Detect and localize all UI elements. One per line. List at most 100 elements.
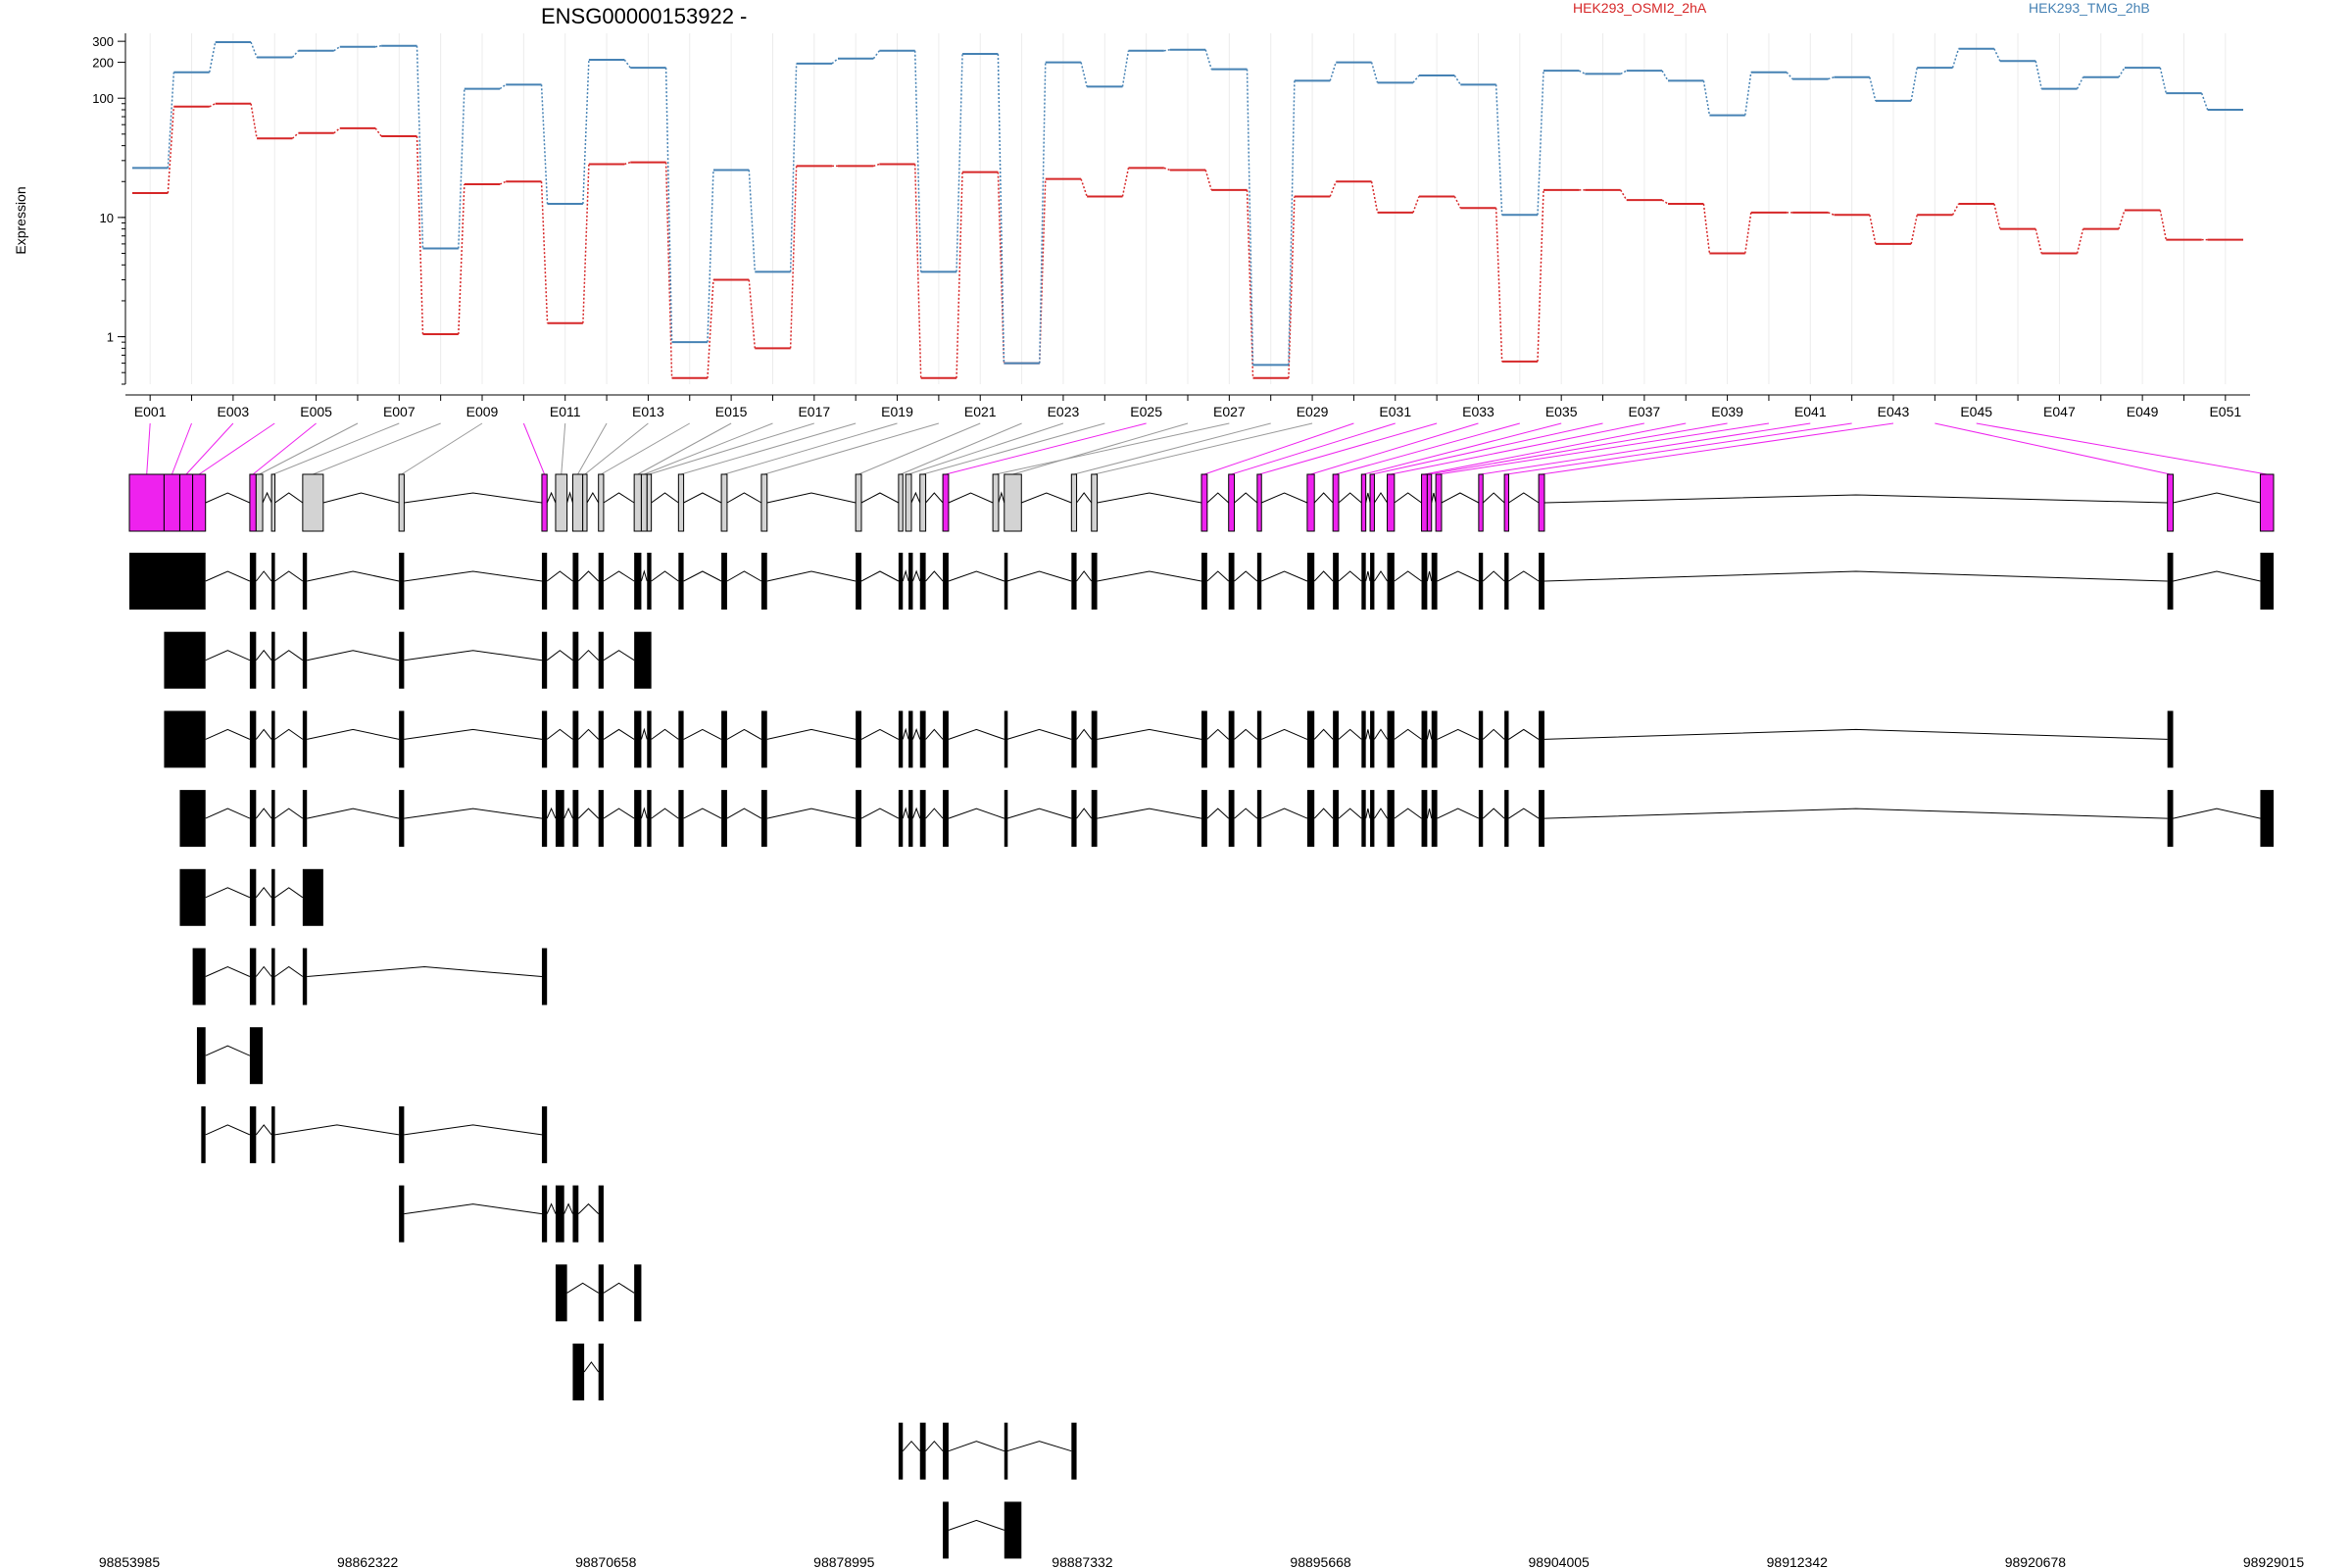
y-tick-label: 10 — [100, 211, 114, 225]
series-connector — [250, 41, 258, 58]
exon-block — [302, 710, 308, 768]
intron-line — [1313, 570, 1334, 582]
intron-line — [860, 728, 900, 740]
intron-line — [404, 650, 543, 662]
exon-block — [129, 553, 206, 610]
x-tick-label: E013 — [632, 404, 664, 419]
exon-connector — [252, 422, 317, 475]
intron-line — [546, 650, 573, 662]
x-tick-label: E039 — [1711, 404, 1743, 419]
x-tick-label: E009 — [466, 404, 499, 419]
transcript-4 — [179, 790, 2274, 848]
exon-block — [271, 631, 275, 689]
series-connector — [1744, 72, 1752, 116]
genomic-axis-label: 98904005 — [1529, 1554, 1591, 1568]
intron-line — [860, 492, 900, 504]
intron-line — [1374, 570, 1388, 582]
exon-bin — [1387, 473, 1396, 532]
exon-bin — [178, 473, 194, 532]
x-tick-label: E005 — [300, 404, 332, 419]
exon-bin — [1091, 473, 1099, 532]
exon-block — [1228, 790, 1235, 848]
exon-block — [943, 790, 949, 848]
exon-bin — [128, 473, 165, 532]
series-connector — [1910, 215, 1918, 245]
series-connector — [1537, 71, 1544, 216]
intron-line — [205, 1045, 251, 1056]
intron-line — [274, 570, 304, 582]
series-connector — [2076, 228, 2084, 254]
exon-bin — [398, 473, 405, 532]
intron-line — [577, 570, 600, 582]
x-tick-label: E007 — [383, 404, 416, 419]
series-connector — [1951, 48, 1960, 69]
exon-connector — [1258, 422, 1438, 475]
series-connector — [540, 84, 549, 205]
exon-block — [271, 868, 275, 926]
x-tick-label: E049 — [2127, 404, 2159, 419]
exon-block — [678, 790, 684, 848]
series-connector — [1412, 74, 1420, 83]
exon-block — [1387, 790, 1395, 848]
intron-line — [766, 808, 857, 819]
exon-block — [721, 710, 727, 768]
exon-bin — [555, 473, 568, 532]
exon-block — [898, 790, 904, 848]
exon-block — [1004, 710, 1008, 768]
exon-bin — [1421, 473, 1428, 532]
intron-line — [902, 569, 909, 582]
intron-line — [1544, 808, 2168, 819]
exon-block — [760, 553, 767, 610]
exon-block — [908, 790, 913, 848]
series-connector — [1080, 62, 1088, 87]
x-tick-label: E029 — [1297, 404, 1329, 419]
x-tick-label: E003 — [218, 404, 250, 419]
chart-title: ENSG00000153922 - — [541, 4, 747, 28]
intron-line — [910, 491, 921, 504]
intron-line — [2173, 808, 2261, 819]
exon-block — [1228, 553, 1235, 610]
intron-line — [1374, 808, 1388, 819]
intron-line — [274, 965, 304, 977]
exon-bin — [633, 473, 642, 532]
exon-block — [541, 1105, 548, 1163]
exon-block — [2260, 553, 2274, 610]
exon-block — [179, 868, 206, 926]
exon-block — [1539, 710, 1544, 768]
exon-block — [598, 631, 604, 689]
series-connector — [1039, 178, 1047, 364]
exon-block — [572, 631, 579, 689]
intron-line — [1313, 492, 1334, 504]
legend-series-2[interactable]: HEK293_TMG_2hB — [2029, 0, 2150, 16]
intron-line — [1394, 808, 1422, 819]
exon-block — [271, 948, 275, 1005]
exon-block — [541, 948, 548, 1005]
legend-series-1[interactable]: HEK293_OSMI2_2hA — [1573, 0, 1707, 16]
intron-line — [1394, 728, 1422, 740]
intron-line — [274, 808, 304, 819]
exon-block — [856, 790, 861, 848]
exon-block — [919, 790, 926, 848]
genomic-axis-label: 98870658 — [575, 1554, 637, 1568]
series-connector — [1578, 70, 1586, 75]
intron-line — [1365, 570, 1371, 582]
intron-line — [998, 491, 1005, 504]
exon-bin — [270, 473, 276, 532]
exon-block — [1201, 553, 1207, 610]
intron-line — [205, 570, 251, 582]
intron-line — [640, 807, 648, 819]
intron-line — [1437, 808, 1480, 819]
series-connector — [1828, 76, 1835, 80]
exon-block — [856, 553, 861, 610]
exon-block — [399, 1105, 405, 1163]
intron-line — [911, 569, 921, 582]
exon-block — [271, 553, 275, 610]
exon-block — [1201, 790, 1207, 848]
series-connector — [664, 68, 673, 343]
exon-block — [249, 868, 257, 926]
intron-line — [1097, 728, 1202, 740]
intron-line — [1097, 570, 1202, 582]
series-connector — [707, 279, 714, 378]
x-tick-label: E019 — [881, 404, 913, 419]
intron-line — [205, 808, 251, 819]
